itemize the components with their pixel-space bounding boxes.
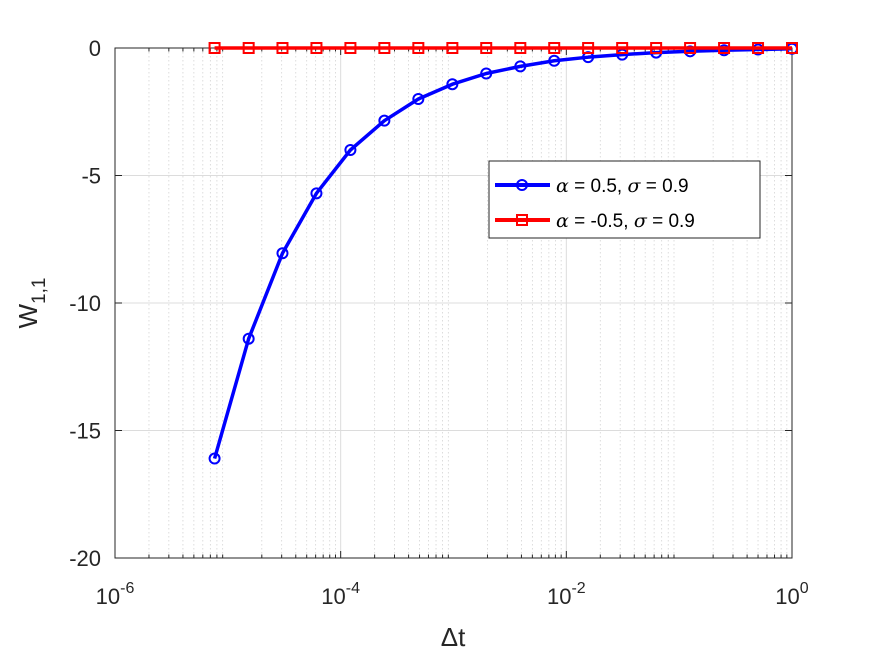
data-point [344,42,357,54]
data-point [310,42,323,54]
data-point [616,42,629,54]
y-axis-label: W1,1 [13,278,50,329]
data-point [378,114,391,127]
data-point [208,42,221,54]
data-point [208,452,221,465]
data-point [752,42,765,54]
legend-entry-alpha-0.5: α = 0.5, σ = 0.9 [556,175,689,197]
data-point [514,60,527,73]
data-point [786,42,798,54]
x-tick-label: 10-4 [321,580,360,609]
axis-ticks: 10-6 10-4 10-2 100 0 -5 -10 -15 -20 [69,36,809,609]
data-point [684,42,697,54]
data-point [412,42,425,54]
data-point [480,42,493,54]
data-point [310,187,323,200]
data-point [378,42,391,54]
data-point [242,332,255,345]
y-tick-label: 0 [89,36,101,61]
data-point [548,42,561,54]
x-tick-label: 10-6 [96,580,135,609]
x-tick-label: 10-2 [547,580,586,609]
x-axis-label: Δt [441,622,466,652]
y-tick-label: -5 [81,164,101,189]
series-layer [208,42,798,465]
y-tick-label: -15 [69,419,101,444]
x-tick-label: 100 [775,580,808,609]
data-point [480,67,493,80]
data-point [276,42,289,54]
legend: α = 0.5, σ = 0.9 α = -0.5, σ = 0.9 [488,160,761,239]
data-point [446,42,459,54]
data-point [344,144,357,156]
data-point [548,54,561,67]
data-point [514,42,527,54]
data-point [650,42,663,54]
data-point [412,93,425,105]
legend-marker-alpha-0.5 [516,179,528,191]
legend-marker-alpha-neg-0.5 [516,214,528,226]
data-point [242,42,255,54]
data-point [276,247,289,260]
data-point [718,42,731,54]
legend-entry-alpha-neg-0.5: α = -0.5, σ = 0.9 [556,210,695,232]
data-point [582,42,595,54]
y-tick-label: -10 [69,291,101,316]
y-tick-label: -20 [69,546,101,571]
data-point [446,78,459,91]
legend-box [488,160,761,239]
